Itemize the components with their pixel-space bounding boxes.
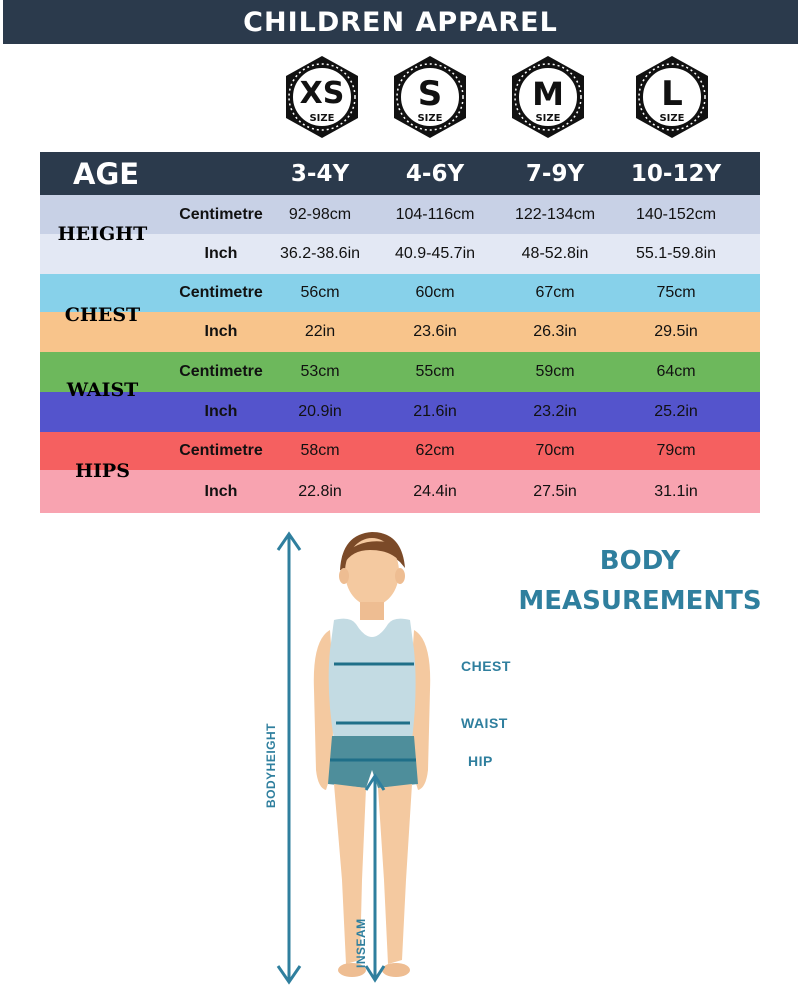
body-measurements-figure: BODY MEASUREMENTS CHEST: [0, 520, 800, 987]
size-badge-xs: XS SIZE: [280, 54, 364, 140]
hexagon-badge-icon: L SIZE: [636, 56, 708, 138]
table-cell: 64cm: [656, 363, 696, 380]
unit-label: Centimetre: [179, 363, 263, 380]
table-cell: 53cm: [300, 363, 340, 380]
table-cell: 55.1-59.8in: [635, 245, 717, 262]
table-cell: 22.8in: [298, 482, 342, 500]
table-cell: 58cm: [300, 442, 340, 459]
table-cell: 31.1in: [654, 482, 698, 500]
table-cell: 24.4in: [413, 482, 457, 500]
table-row: Centimetre 58cm 62cm 70cm 79cm: [40, 432, 760, 470]
table-row: Centimetre 53cm 55cm 59cm 64cm: [40, 352, 760, 392]
table-cell: 55cm: [415, 363, 455, 380]
table-cell: 92-98cm: [288, 205, 352, 223]
age-label: AGE: [73, 156, 140, 191]
unit-label: Centimetre: [179, 284, 263, 301]
size-caption: SIZE: [309, 113, 334, 124]
group-label-waist: WAIST: [66, 379, 139, 401]
age-cell: 4-6Y: [405, 160, 465, 187]
table-row: Centimetre 56cm 60cm 67cm 75cm: [40, 274, 760, 312]
size-caption: SIZE: [535, 113, 560, 124]
hexagon-badge-icon: XS SIZE: [286, 56, 358, 138]
group-label-hips: HIPS: [75, 460, 130, 482]
table-cell: 29.5in: [654, 323, 698, 340]
table-cell: 79cm: [656, 442, 696, 459]
age-cell: 7-9Y: [525, 160, 585, 187]
table-cell: 104-116cm: [395, 205, 475, 223]
table-cell: 20.9in: [298, 403, 342, 420]
table-row: Centimetre 92-98cm 104-116cm 122-134cm 1…: [40, 195, 760, 234]
table-cell: 23.2in: [533, 403, 577, 420]
waist-label: WAIST: [461, 715, 508, 731]
figure-title-line1: BODY: [599, 546, 681, 576]
table-cell: 27.5in: [533, 482, 577, 500]
table-row: Inch 22in 23.6in 26.3in 29.5in: [40, 312, 760, 352]
hexagon-badge-icon: M SIZE: [512, 56, 584, 138]
table-cell: 21.6in: [413, 403, 457, 420]
bodyheight-label: BODYHEIGHT: [264, 722, 278, 808]
age-header-row: AGE 3-4Y 4-6Y 7-9Y 10-12Y: [40, 152, 760, 195]
hexagon-badge-icon: S SIZE: [394, 56, 466, 138]
size-letter: S: [418, 74, 443, 114]
hip-label: HIP: [468, 753, 493, 769]
table-cell: 122-134cm: [514, 205, 596, 223]
group-label-chest: CHEST: [64, 304, 141, 326]
table-cell: 75cm: [656, 284, 696, 301]
group-label-height: HEIGHT: [57, 223, 148, 245]
table-cell: 36.2-38.6in: [279, 245, 361, 262]
page-title: CHILDREN APPAREL: [3, 0, 798, 44]
size-badge-m: M SIZE: [506, 54, 590, 140]
unit-label: Centimetre: [179, 205, 263, 223]
size-letter: L: [661, 74, 683, 114]
child-body-icon: [276, 531, 431, 985]
table-cell: 25.2in: [654, 403, 698, 420]
table-cell: 56cm: [300, 284, 340, 301]
chest-label: CHEST: [461, 658, 511, 674]
table-cell: 70cm: [535, 442, 575, 459]
unit-label: Inch: [204, 403, 238, 420]
size-caption: SIZE: [659, 113, 684, 124]
age-cell: 3-4Y: [290, 160, 350, 187]
unit-label: Inch: [204, 323, 238, 340]
inseam-label: INSEAM: [354, 918, 368, 968]
table-row: Inch 36.2-38.6in 40.9-45.7in 48-52.8in 5…: [40, 234, 760, 274]
table-cell: 60cm: [415, 284, 455, 301]
table-cell: 140-152cm: [635, 205, 717, 223]
table-row: Inch 22.8in 24.4in 27.5in 31.1in: [40, 470, 760, 513]
unit-label: Inch: [204, 245, 238, 262]
table-cell: 22in: [304, 323, 336, 340]
table-cell: 59cm: [535, 363, 575, 380]
table-row: Inch 20.9in 21.6in 23.2in 25.2in: [40, 392, 760, 432]
unit-label: Inch: [204, 482, 238, 500]
figure-title-line2: MEASUREMENTS: [518, 586, 762, 616]
table-cell: 23.6in: [413, 323, 457, 340]
age-cell: 10-12Y: [630, 160, 722, 187]
table-cell: 67cm: [535, 284, 575, 301]
size-letter: XS: [300, 76, 345, 111]
size-badge-s: S SIZE: [388, 54, 472, 140]
size-letter: M: [532, 75, 564, 113]
size-badge-l: L SIZE: [630, 54, 714, 140]
table-cell: 62cm: [415, 442, 455, 459]
table-cell: 40.9-45.7in: [394, 245, 476, 262]
size-caption: SIZE: [417, 113, 442, 124]
table-cell: 48-52.8in: [521, 245, 589, 262]
unit-label: Centimetre: [179, 442, 263, 459]
table-cell: 26.3in: [533, 323, 577, 340]
